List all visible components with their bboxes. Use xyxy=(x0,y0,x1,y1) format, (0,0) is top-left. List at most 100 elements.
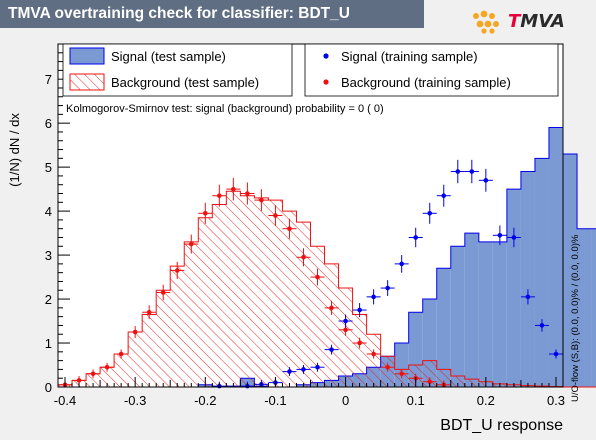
background-training-point xyxy=(104,364,110,370)
signal-training-point xyxy=(399,261,404,267)
x-tick-label: 0.1 xyxy=(407,393,425,408)
y-tick-label: 2 xyxy=(45,292,52,307)
background-training-point xyxy=(301,254,306,260)
x-tick-label: 0.2 xyxy=(477,393,495,408)
signal-training-point xyxy=(385,285,390,291)
y-axis-label: (1/N) dN / dx xyxy=(7,113,22,187)
ks-test-text: Kolmogorov-Smirnov test: signal (backgro… xyxy=(66,103,384,115)
background-test-bar xyxy=(282,211,297,387)
background-test-bar xyxy=(366,334,381,387)
background-test-bar xyxy=(268,200,283,387)
legend-label-background-test: Background (test sample) xyxy=(111,75,259,90)
signal-test-bar xyxy=(520,171,535,387)
background-test-bar xyxy=(170,266,185,387)
signal-test-bar xyxy=(436,268,451,387)
signal-training-point xyxy=(371,294,376,300)
background-training-point xyxy=(118,351,124,357)
signal-training-point xyxy=(329,347,334,352)
background-training-point xyxy=(343,327,348,333)
legend-label-signal-training: Signal (training sample) xyxy=(341,49,478,64)
background-test-bar xyxy=(128,332,143,387)
background-training-point xyxy=(76,378,82,383)
x-tick-label: -0.4 xyxy=(54,393,76,408)
background-training-point xyxy=(371,351,376,357)
signal-training-point xyxy=(539,323,545,328)
background-test-bar xyxy=(198,217,213,387)
y-tick-label: 3 xyxy=(45,248,52,263)
x-tick-label: -0.3 xyxy=(124,393,146,408)
y-tick-label: 1 xyxy=(45,336,52,351)
signal-test-bar xyxy=(548,127,563,388)
signal-training-point xyxy=(553,351,559,357)
background-training-point xyxy=(174,268,180,273)
y-tick-label: 6 xyxy=(45,116,52,131)
background-training-point xyxy=(427,379,433,385)
background-training-point xyxy=(329,305,334,311)
signal-training-point xyxy=(413,235,419,240)
plot-title: TMVA overtraining check for classifier: … xyxy=(0,0,424,28)
background-test-bar xyxy=(338,288,353,387)
background-training-point xyxy=(217,193,222,199)
signal-training-point xyxy=(511,235,517,240)
y-tick-label: 7 xyxy=(45,72,52,87)
signal-training-point xyxy=(483,178,489,183)
y-tick-label: 4 xyxy=(45,204,52,219)
signal-test-bar xyxy=(492,241,507,387)
background-training-point xyxy=(245,191,250,196)
signal-training-point xyxy=(427,211,433,216)
background-test-bar xyxy=(86,373,101,387)
background-test-bar xyxy=(212,204,227,387)
signal-test-bar xyxy=(506,189,521,387)
x-axis-label: BDT_U response xyxy=(440,417,563,434)
legend-label-signal-test: Signal (test sample) xyxy=(111,49,226,64)
background-test-bar xyxy=(324,263,339,387)
background-training-point xyxy=(287,226,292,231)
background-training-point xyxy=(385,364,390,370)
signal-training-point xyxy=(497,232,503,238)
background-training-point xyxy=(231,186,236,192)
legend-marker-background-training xyxy=(323,79,329,85)
background-test-bar xyxy=(352,314,367,387)
x-tick-label: 0 xyxy=(342,393,349,408)
background-test-bar xyxy=(450,376,465,387)
legend: Signal (test sample) Background (test sa… xyxy=(62,43,559,97)
tmva-logo-text: TMVA xyxy=(508,11,565,32)
overflow-text: U/O-flow (S,B): (0.0, 0.0)% / (0.0, 0.0)… xyxy=(570,234,581,402)
signal-test-bar xyxy=(534,158,549,387)
signal-training-point xyxy=(455,169,461,174)
legend-marker-signal-training xyxy=(323,53,329,59)
background-training-point xyxy=(188,241,194,247)
background-test-bar xyxy=(296,222,311,387)
background-test-bar xyxy=(184,241,199,387)
signal-training-point xyxy=(343,318,348,324)
signal-training-point xyxy=(301,367,306,372)
signal-training-point xyxy=(357,307,362,313)
background-training-point xyxy=(146,309,152,315)
x-tick-label: 0.3 xyxy=(547,393,565,408)
background-test-bar xyxy=(100,367,115,387)
background-test-bar xyxy=(254,197,269,387)
y-tick-label: 0 xyxy=(45,380,52,395)
signal-test-bar xyxy=(591,228,596,387)
background-training-point xyxy=(160,290,166,295)
background-test-bar xyxy=(226,191,241,387)
legend-label-background-training: Background (training sample) xyxy=(341,75,511,90)
background-training-point xyxy=(399,371,404,377)
background-training-point xyxy=(132,329,138,335)
signal-training-point xyxy=(525,294,531,300)
signal-test-bar xyxy=(563,153,578,387)
tmva-logo: TMVA xyxy=(470,6,592,38)
x-tick-label: -0.2 xyxy=(194,393,216,408)
background-test-bar xyxy=(114,354,129,387)
y-tick-label: 5 xyxy=(45,160,52,175)
x-tick-label: -0.1 xyxy=(264,393,286,408)
background-training-point xyxy=(315,274,320,280)
background-training-point xyxy=(357,340,362,346)
background-test-bar xyxy=(310,246,325,387)
background-test-bar xyxy=(142,314,157,387)
background-training-point xyxy=(90,371,96,377)
signal-test-bar xyxy=(450,246,465,387)
signal-training-point xyxy=(441,193,447,199)
signal-training-point xyxy=(315,364,320,370)
